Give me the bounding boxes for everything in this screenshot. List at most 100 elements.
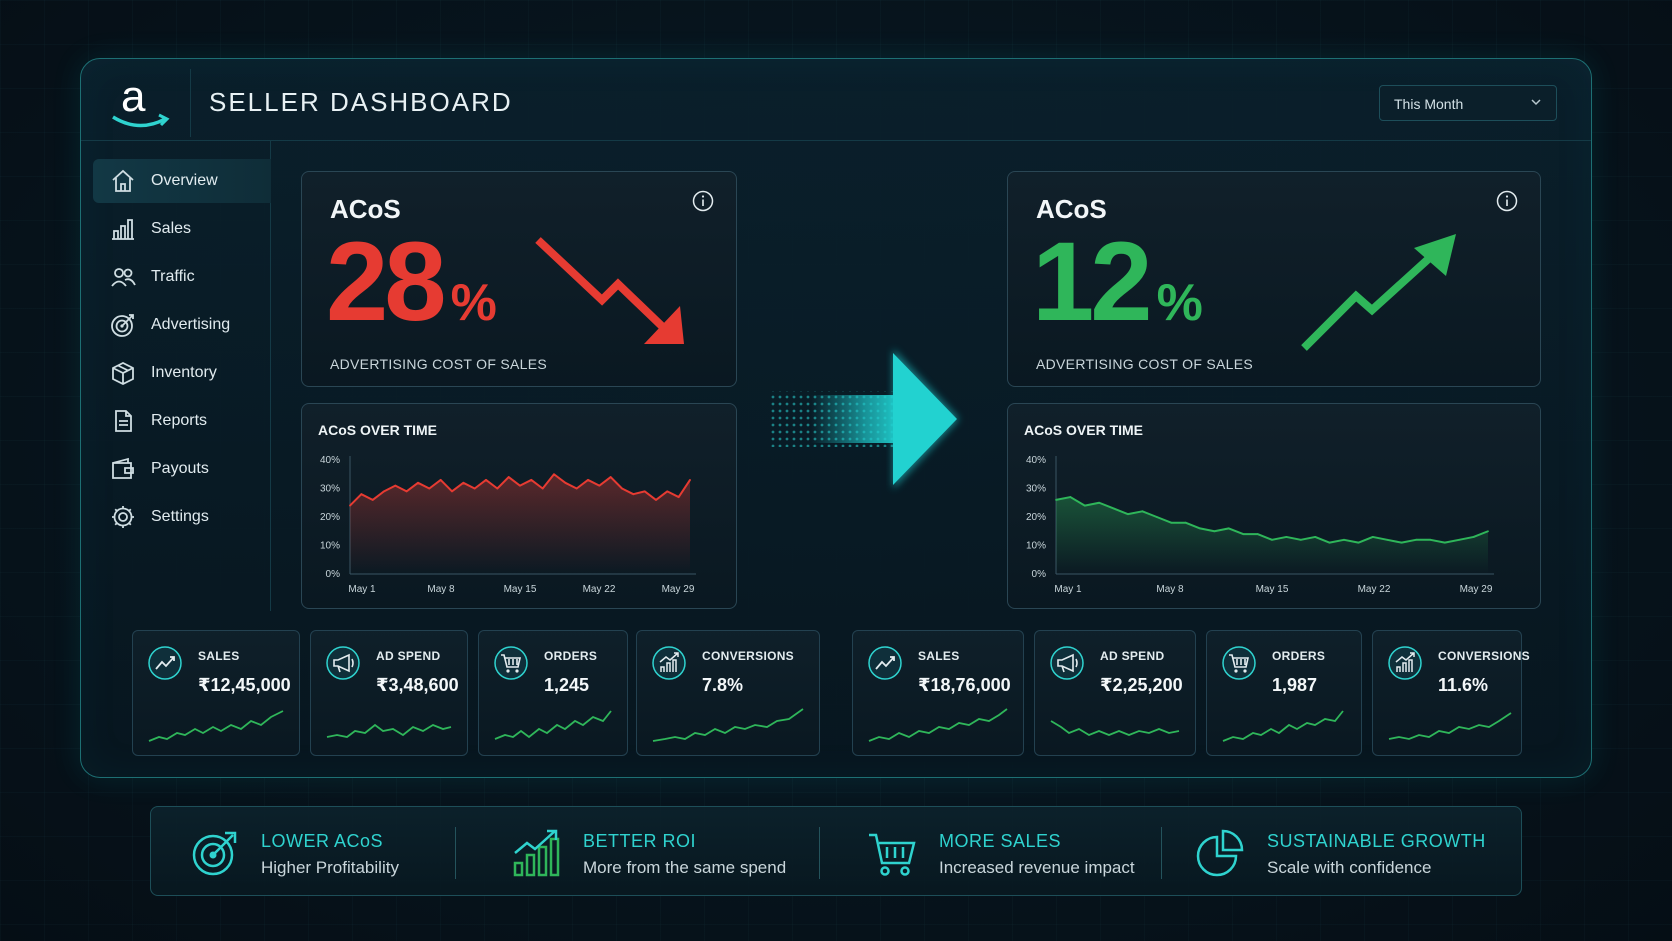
y-tick-label: 20% [1026, 512, 1046, 523]
trend-up-icon [868, 646, 902, 680]
trend-down-arrow-icon [535, 237, 684, 344]
acos-line-chart: 0% 10% 20% 30% 40% May 1 May 8 May 15 May 22 May … [1026, 455, 1494, 595]
data-point [349, 504, 351, 507]
sparkline [494, 710, 612, 740]
kpi-value: ₹18,76,000 [918, 675, 1011, 695]
y-tick-label: 0% [1032, 569, 1047, 580]
acos-number: 28 [326, 219, 447, 344]
kpi-value: ₹3,48,600 [376, 675, 459, 695]
data-point [371, 499, 374, 501]
sparkline [1050, 720, 1180, 737]
sidebar-item-settings[interactable]: Settings [93, 495, 271, 539]
data-point [519, 484, 521, 487]
sidebar-item-overview[interactable]: Overview [93, 159, 271, 203]
sidebar-item-advertising[interactable]: Advertising [93, 303, 271, 347]
kpi-card-ad-spend-before[interactable]: AD SPEND ₹3,48,600 [310, 630, 468, 756]
info-icon[interactable] [692, 190, 714, 212]
trend-up-icon [148, 646, 182, 680]
data-point [1141, 510, 1144, 513]
data-point [1357, 541, 1360, 544]
data-point [1256, 533, 1259, 535]
data-point [666, 490, 669, 493]
data-point [541, 487, 544, 490]
sidebar-item-label: Settings [151, 508, 209, 525]
data-point [1127, 513, 1129, 516]
data-point [1386, 538, 1389, 541]
data-point [439, 479, 442, 481]
kpi-card-sales-after[interactable]: SALES ₹18,76,000 [852, 630, 1024, 756]
sidebar-item-label: Advertising [151, 316, 231, 333]
series-area [350, 474, 690, 574]
kpi-card-conversions-before[interactable]: CONVERSIONS 7.8% [636, 630, 820, 756]
x-tick-label: May 1 [348, 584, 376, 595]
kpi-card-sales-before[interactable]: SALES ₹12,45,000 [132, 630, 300, 756]
sidebar-item-reports[interactable]: Reports [93, 399, 271, 443]
data-point [621, 487, 623, 490]
data-point [1472, 536, 1475, 538]
divider [455, 827, 456, 879]
kpi-value: 1,245 [544, 675, 590, 695]
acos-line-chart: 0% 10% 20% 30% 40% May 1 May 8 May 15 May 22 May … [320, 455, 696, 595]
data-point [1314, 536, 1317, 538]
kpi-card-ad-spend-after[interactable]: AD SPEND ₹2,25,200 [1034, 630, 1196, 756]
acos-card-before: ACoS 28% ADVERTISING COST OF SALES [301, 171, 737, 387]
acos-number: 12 [1032, 219, 1153, 344]
kpi-card-orders-before[interactable]: ORDERS 1,245 [478, 630, 628, 756]
y-tick-label: 20% [320, 512, 340, 523]
data-point [1213, 530, 1216, 533]
kpi-card-conversions-after[interactable]: CONVERSIONS 11.6% [1372, 630, 1530, 756]
acos-value: 28% [326, 226, 497, 338]
benefit-title: BETTER ROI [583, 831, 697, 851]
sidebar-item-label: Overview [151, 172, 218, 189]
kpi-label: SALES [198, 649, 240, 663]
data-point [405, 490, 408, 493]
benefit-title: MORE SALES [939, 831, 1062, 851]
y-tick-label: 40% [1026, 455, 1046, 466]
sidebar-item-label: Inventory [151, 364, 217, 381]
data-point [598, 484, 601, 487]
sparkline [1388, 712, 1512, 740]
divider [819, 827, 820, 879]
kpi-card-orders-after[interactable]: ORDERS 1,987 [1206, 630, 1362, 756]
data-point [1083, 504, 1086, 507]
wallet-icon [112, 457, 134, 479]
data-point [632, 493, 635, 496]
sidebar: Overview Sales Traffic Advertising Inven… [81, 141, 271, 611]
data-point [1155, 516, 1158, 518]
sidebar-item-payouts[interactable]: Payouts [93, 447, 271, 491]
kpi-label: AD SPEND [1100, 649, 1165, 663]
chart-title: ACoS OVER TIME [318, 422, 438, 438]
period-dropdown[interactable]: This Month [1379, 85, 1557, 121]
sidebar-item-label: Reports [151, 412, 208, 429]
data-point [507, 476, 510, 478]
y-tick-label: 30% [1026, 484, 1046, 495]
x-tick-label: May 29 [662, 584, 695, 595]
data-point [1458, 538, 1461, 541]
y-tick-label: 0% [326, 569, 341, 580]
transition-arrow-icon [771, 349, 959, 489]
x-tick-label: May 29 [1460, 584, 1493, 595]
data-point [575, 487, 578, 490]
bar-chart-icon [112, 219, 134, 240]
amazon-logo[interactable]: a [99, 69, 191, 137]
data-point [1271, 538, 1273, 541]
sidebar-item-sales[interactable]: Sales [93, 207, 271, 251]
svg-text:a: a [121, 72, 146, 121]
data-point [689, 479, 691, 481]
acos-label: ACoS [330, 194, 401, 224]
sidebar-item-traffic[interactable]: Traffic [93, 255, 271, 299]
pie-chart-icon [1196, 829, 1244, 877]
data-point [394, 484, 397, 487]
sidebar-item-inventory[interactable]: Inventory [93, 351, 271, 395]
benefit-sustainable-growth: SUSTAINABLE GROWTH Scale with confidence [1195, 807, 1515, 897]
data-point [564, 481, 567, 484]
y-tick-label: 40% [320, 455, 340, 466]
info-icon[interactable] [1496, 190, 1518, 212]
chevron-down-icon [1531, 99, 1541, 106]
data-point [451, 490, 453, 493]
kpi-value: 7.8% [702, 675, 744, 695]
kpi-label: CONVERSIONS [702, 649, 794, 663]
data-point [1371, 536, 1374, 538]
y-tick-label: 30% [320, 484, 340, 495]
benefit-lower-acos: LOWER ACoS Higher Profitability [189, 807, 449, 897]
